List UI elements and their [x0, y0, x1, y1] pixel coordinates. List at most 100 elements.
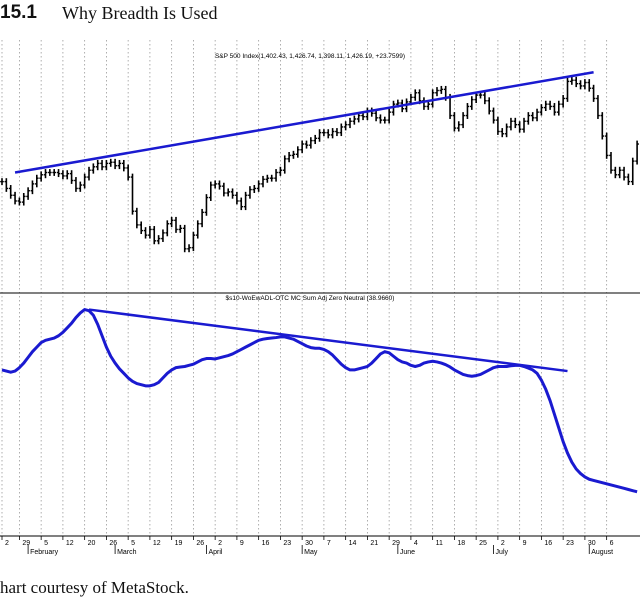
price-bar: [613, 166, 618, 179]
x-day-tick-label: 30: [305, 540, 313, 547]
price-bar: [543, 100, 548, 111]
price-bar: [156, 235, 161, 245]
price-bar: [30, 180, 35, 195]
price-bar: [509, 117, 513, 131]
x-day-tick-label: 21: [370, 540, 378, 547]
price-bar: [600, 112, 605, 140]
price-bar: [178, 224, 183, 233]
x-day-tick-label: 9: [240, 540, 244, 547]
price-bar: [591, 84, 596, 102]
price-bar: [13, 191, 17, 205]
price-bar: [622, 166, 626, 181]
price-bar: [487, 97, 491, 115]
price-panel-title: S&P 500 Index(1,402.43, 1,426.74, 1,398.…: [215, 53, 405, 60]
x-month-tick-label: August: [591, 549, 613, 556]
price-bar: [291, 150, 296, 159]
price-bar: [522, 117, 526, 133]
price-bar: [56, 169, 61, 178]
figure-number: 15.1: [0, 2, 37, 23]
price-bar: [557, 100, 561, 116]
x-day-tick-label: 5: [44, 540, 48, 547]
x-day-tick-label: 9: [523, 540, 527, 547]
price-bar: [491, 107, 496, 124]
price-bar: [43, 169, 48, 179]
price-bar: [100, 159, 104, 171]
x-axis-labels: 2 29 5 12 20 26 5 12 19 26 2 9 16 23 30 7 14 21 29 4 11 18 25 2…: [1, 536, 614, 556]
price-bar: [365, 107, 370, 121]
x-day-tick-label: 12: [66, 540, 74, 547]
x-day-tick-label: 5: [131, 540, 135, 547]
price-bar: [274, 169, 278, 182]
price-bar: [108, 158, 113, 167]
price-bar: [74, 177, 78, 192]
price-bar: [282, 155, 287, 174]
price-bar: [439, 85, 444, 94]
price-bar: [348, 117, 352, 129]
x-day-tick-label: 19: [175, 540, 183, 547]
price-bar: [104, 159, 109, 171]
price-bar: [69, 170, 74, 184]
price-bar: [517, 121, 522, 133]
breadth-trendline: [88, 308, 568, 373]
x-month-tick-label: February: [30, 549, 59, 556]
x-day-tick-label: 6: [610, 540, 614, 547]
price-bar: [91, 163, 96, 174]
price-bar: [309, 137, 313, 149]
x-day-tick-label: 29: [22, 540, 30, 547]
price-bar: [213, 180, 217, 189]
price-bar: [565, 77, 570, 102]
price-bar: [504, 123, 509, 138]
price-bar: [52, 169, 56, 176]
price-bar: [630, 157, 635, 186]
price-bar: [330, 128, 335, 139]
price-bar: [465, 103, 470, 119]
price-bar: [0, 178, 4, 186]
price-bar: [583, 79, 587, 90]
x-day-tick-label: 30: [588, 540, 596, 547]
price-bar: [135, 207, 139, 229]
price-bar: [82, 173, 87, 189]
price-bar: [296, 146, 300, 158]
price-bar: [8, 185, 13, 199]
x-day-tick-label: 25: [479, 540, 487, 547]
price-bar: [265, 174, 270, 183]
price-bar: [617, 166, 622, 179]
price-bar: [343, 121, 348, 131]
price-bar: [200, 208, 204, 228]
price-bar: [339, 123, 344, 137]
price-bar: [252, 185, 257, 193]
price-bar: [174, 216, 178, 233]
price-bar: [335, 128, 339, 137]
x-month-tick-label: May: [304, 549, 318, 556]
price-bar: [483, 91, 487, 105]
price-bar: [4, 178, 9, 192]
x-day-tick-label: 18: [457, 540, 465, 547]
price-bar: [230, 188, 235, 199]
price-bar: [287, 152, 291, 163]
price-bar: [261, 175, 265, 188]
x-day-tick-label: 23: [566, 540, 574, 547]
price-bar: [552, 103, 557, 116]
price-bar: [635, 140, 639, 165]
price-bar: [383, 116, 387, 124]
price-bar: [152, 226, 157, 245]
x-month-tick-label: April: [208, 549, 222, 556]
price-bar: [426, 100, 431, 110]
price-bar: [574, 76, 578, 88]
price-bar: [187, 244, 191, 253]
price-bar: [530, 112, 535, 122]
x-day-tick-label: 29: [392, 540, 400, 547]
price-bar: [217, 180, 222, 190]
price-bar: [352, 115, 357, 125]
price-bar: [609, 152, 613, 174]
price-bar: [17, 197, 22, 206]
price-bar: [148, 226, 152, 239]
price-bar: [374, 109, 378, 122]
price-bar: [139, 221, 143, 234]
price-bar: [95, 159, 100, 171]
price-bar: [548, 100, 552, 110]
price-bar: [39, 171, 43, 182]
price-bar: [496, 116, 500, 135]
x-day-tick-label: 2: [218, 540, 222, 547]
price-bar: [226, 188, 230, 197]
